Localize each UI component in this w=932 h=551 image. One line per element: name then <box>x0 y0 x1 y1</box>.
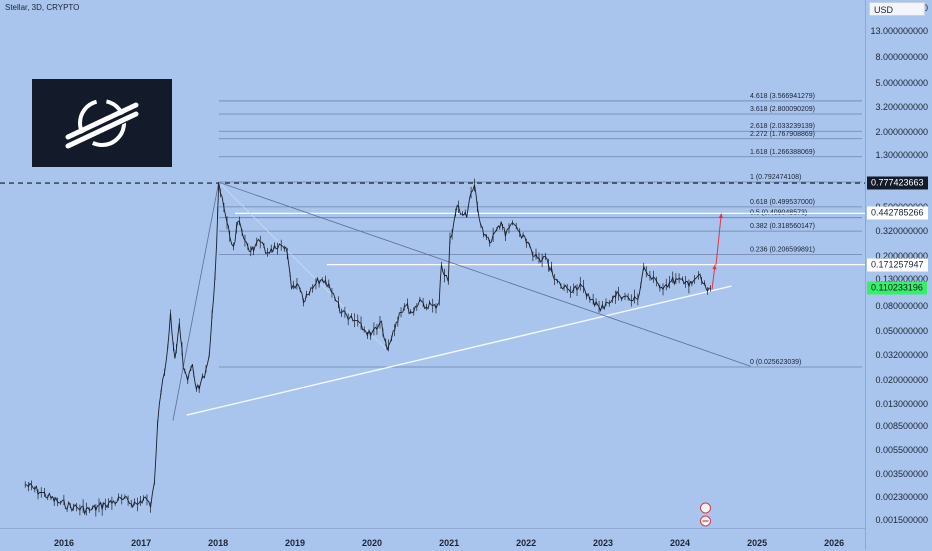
target-arrow-head <box>718 213 724 219</box>
time-axis-tick: 2018 <box>208 538 229 548</box>
fib-level-label: 0.382 (0.318560147) <box>750 223 815 230</box>
time-axis-tick: 2022 <box>516 538 537 548</box>
fib-level-label: 2.272 (1.767908869) <box>750 131 815 138</box>
time-axis-tick: 2016 <box>53 538 75 548</box>
fib-level-label: 0.618 (0.499537000) <box>750 199 815 206</box>
time-axis-tick: 2021 <box>439 538 460 548</box>
price-axis-tick: 0.008500000 <box>875 421 928 432</box>
price-axis-tick: 0.200000000 <box>875 251 928 262</box>
fib-level-label: 1.618 (1.266388069) <box>750 149 815 156</box>
price-axis-tick: 13.000000000 <box>870 26 928 37</box>
price-axis-tick: 0.130000000 <box>875 274 928 285</box>
fib-level-label: 0 (0.025623039) <box>750 359 801 366</box>
price-axis[interactable]: 20.00000000013.0000000008.0000000005.000… <box>865 0 932 550</box>
price-axis-tick: 0.005500000 <box>875 444 928 455</box>
time-axis-tick: 2025 <box>747 538 768 548</box>
price-axis-tick: 0.080000000 <box>875 300 928 311</box>
target-arrow-head <box>712 264 717 270</box>
price-axis-tick: 0.013000000 <box>875 398 928 409</box>
target-arrow <box>715 213 722 265</box>
stellar-logo <box>32 79 172 167</box>
fib-level-label: 0.236 (0.206599891) <box>750 246 815 253</box>
price-axis-tick: 2.000000000 <box>875 127 928 138</box>
currency-selector[interactable]: USD <box>869 2 925 16</box>
fib-level-label: 4.618 (3.566941279) <box>750 93 815 100</box>
price-badge: 0.171257947 <box>867 258 928 272</box>
time-axis-tick: 2020 <box>361 538 383 548</box>
time-axis[interactable]: 2016 2017 2018 2019 2020 2021 2022 2023 2024 2025… <box>0 528 865 551</box>
time-axis-tick: 2019 <box>285 538 306 548</box>
event-halving-icon[interactable] <box>700 502 712 514</box>
fib-level-label: 2.618 (2.033239139) <box>750 123 815 130</box>
fib-level-label: 1 (0.792474108) <box>750 174 801 181</box>
price-axis-tick: 0.003500000 <box>875 469 928 480</box>
time-axis-tick: 2026 <box>824 538 845 548</box>
price-axis-tick: 0.002300000 <box>875 491 928 502</box>
price-badge: 0.110233196 <box>867 281 927 295</box>
price-line <box>25 182 711 516</box>
target-arrows <box>711 213 724 290</box>
time-axis-tick: 2017 <box>131 538 152 548</box>
stellar-logo-icon <box>65 99 139 150</box>
price-chart-svg[interactable]: 4.618 (3.566941279) 3.618 (2.800090209) 2.… <box>0 0 865 528</box>
fib-level-label: 3.618 (2.800090209) <box>750 106 815 113</box>
price-badge: 0.777423663 <box>867 176 928 190</box>
price-series <box>24 178 711 517</box>
fibonacci-levels: 4.618 (3.566941279) 3.618 (2.800090209) 2.… <box>0 93 865 368</box>
chart-area[interactable]: 4.618 (3.566941279) 3.618 (2.800090209) 2.… <box>0 0 865 528</box>
price-axis-tick: 0.032000000 <box>875 350 928 361</box>
price-axis-tick: 3.200000000 <box>875 101 928 112</box>
price-axis-tick: 0.320000000 <box>875 225 928 236</box>
time-axis-tick: 2024 <box>669 538 691 548</box>
chart-symbol-title: Stellar, 3D, CRYPTO <box>5 3 80 12</box>
support-trendline <box>186 285 732 416</box>
fib-anchor-line <box>172 182 220 421</box>
price-axis-tick: 8.000000000 <box>875 52 928 63</box>
price-axis-tick: 0.020000000 <box>875 375 928 386</box>
price-axis-tick: 5.000000000 <box>875 77 928 88</box>
event-icons <box>700 502 712 527</box>
price-axis-tick: 1.300000000 <box>875 150 928 161</box>
time-axis-tick: 2023 <box>593 538 614 548</box>
price-axis-tick: 0.001500000 <box>875 515 928 525</box>
price-axis-tick: 0.050000000 <box>875 325 928 336</box>
price-badge: 0.442785266 <box>867 206 928 220</box>
descending-trendline <box>218 181 751 367</box>
